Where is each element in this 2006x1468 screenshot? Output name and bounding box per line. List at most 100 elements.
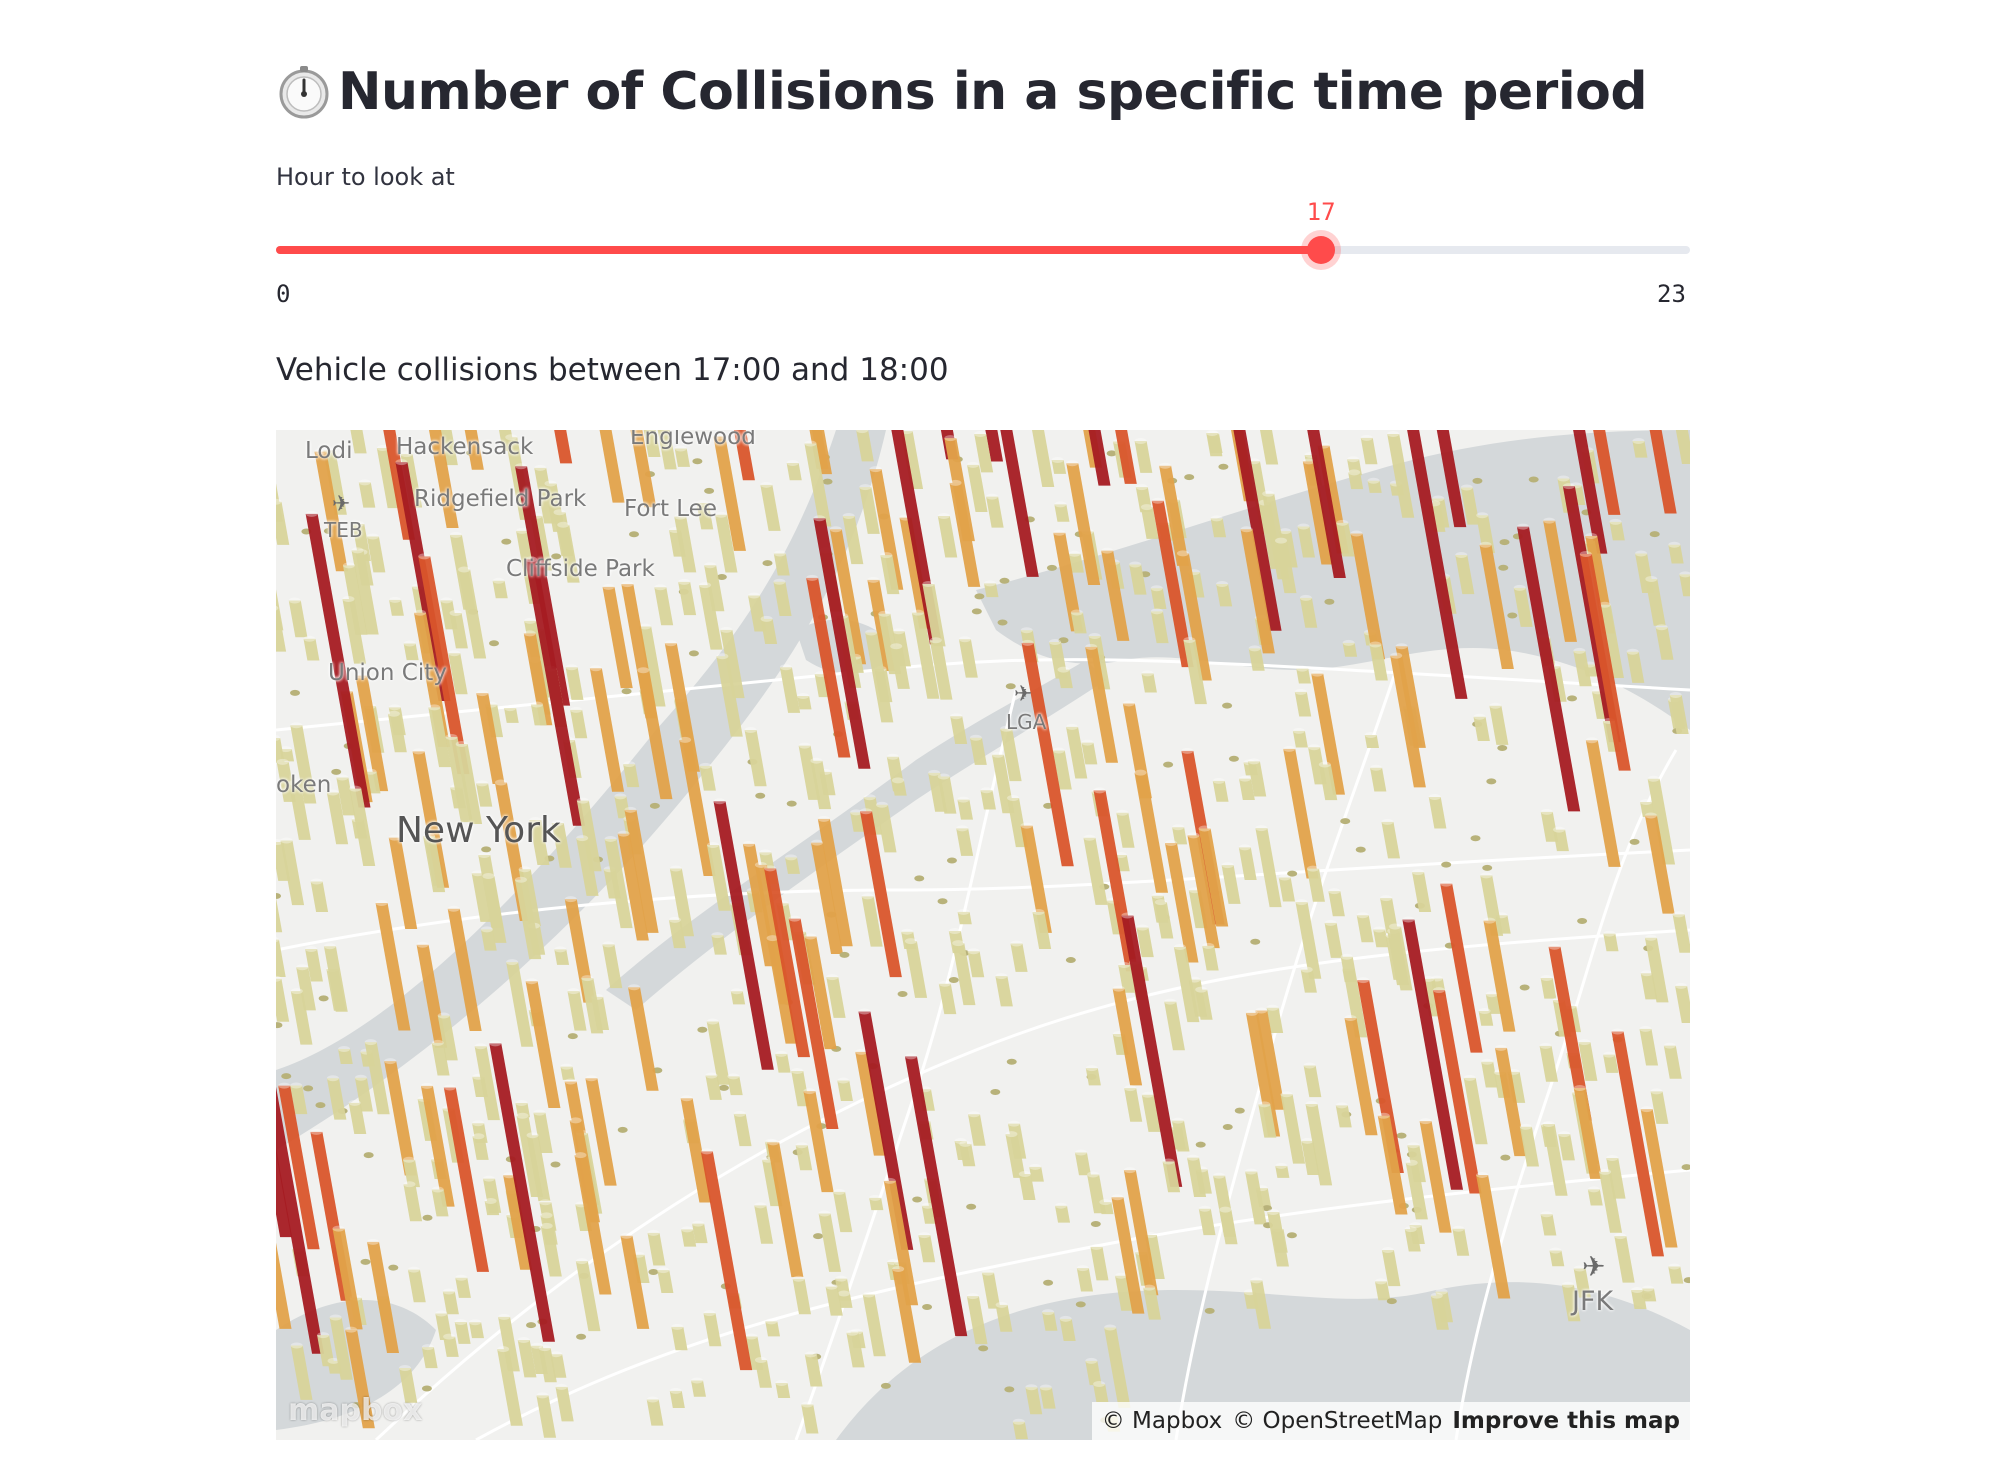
collision-column: [1463, 1074, 1488, 1145]
collision-column: [1577, 918, 1588, 925]
collision-column: [1668, 541, 1684, 564]
collision-column: [1549, 1247, 1565, 1267]
collision-column: [1198, 825, 1229, 927]
collision-column: [892, 1265, 922, 1363]
map-label-lodi: Lodi: [305, 438, 353, 464]
collision-column: [624, 806, 659, 933]
collision-column: [1074, 1149, 1092, 1176]
hour-slider-track[interactable]: [276, 246, 1690, 254]
collision-column: [355, 672, 389, 792]
collision-column: [574, 1152, 612, 1295]
collision-column: [1115, 430, 1137, 484]
collision-column: [530, 701, 547, 726]
collision-column: [482, 872, 507, 943]
collision-column: [971, 608, 982, 615]
collision-column: [554, 946, 570, 965]
collision-column: [990, 1089, 1001, 1096]
collision-column: [762, 560, 773, 567]
collision-column: [1441, 861, 1452, 868]
collision-column: [1473, 713, 1490, 741]
map-label-hackensack: Hackensack: [396, 434, 534, 460]
collision-column: [480, 926, 497, 951]
collision-column: [1482, 864, 1493, 871]
collision-column: [349, 785, 376, 867]
collision-column: [1483, 917, 1516, 1032]
collision-column: [1292, 727, 1308, 748]
collision-column: [657, 1267, 674, 1294]
collision-column: [1195, 986, 1213, 1020]
collision-column: [1655, 624, 1674, 660]
attribution-mapbox[interactable]: © Mapbox: [1101, 1408, 1223, 1434]
collision-column: [911, 609, 940, 699]
collision-column: [949, 479, 981, 587]
collision-column: [630, 430, 657, 508]
collision-column: [744, 726, 767, 787]
collision-column: [1340, 818, 1351, 825]
collision-column: [760, 615, 778, 645]
collision-column: [966, 1203, 977, 1210]
collision-column: [1129, 561, 1147, 595]
collision-column: [1669, 692, 1689, 735]
collision-column: [403, 1156, 420, 1188]
improve-map-link[interactable]: Improve this map: [1452, 1408, 1680, 1434]
collision-column: [1405, 1159, 1428, 1220]
collision-column: [833, 1188, 853, 1233]
collision-column: [1645, 575, 1666, 626]
collision-column: [1609, 518, 1625, 541]
collision-column: [1085, 643, 1119, 763]
collision-column: [1068, 550, 1084, 573]
collision-column: [648, 1269, 659, 1276]
collision-column: [449, 610, 468, 649]
collision-column: [1587, 1186, 1603, 1206]
mapbox-logo[interactable]: mapbox: [288, 1393, 423, 1428]
collision-column: [363, 1152, 374, 1159]
collision-column: [937, 898, 948, 905]
collision-column: [1542, 1121, 1568, 1196]
collision-column: [338, 1046, 353, 1064]
collision-column: [281, 1073, 292, 1080]
collision-column: [797, 692, 812, 710]
collision-column: [360, 1258, 371, 1265]
collision-map[interactable]: Lodi Hackensack Englewood Ridgefield Par…: [276, 430, 1690, 1440]
attribution-osm[interactable]: © OpenStreetMap: [1232, 1408, 1443, 1434]
collision-column: [364, 1039, 390, 1115]
collision-column: [525, 556, 586, 826]
collision-column: [1150, 608, 1169, 644]
map-label-ridgefield-park: Ridgefield Park: [414, 486, 587, 512]
collision-column: [773, 550, 790, 576]
hour-slider-thumb[interactable]: [1307, 236, 1336, 264]
collision-column: [1336, 519, 1355, 557]
collision-column: [959, 1140, 976, 1167]
page-title: Number of Collisions in a specific time …: [276, 52, 1648, 132]
collision-column: [855, 1048, 886, 1156]
collision-column: [336, 774, 356, 816]
map-label-new-york: New York: [396, 810, 561, 851]
collision-column: [314, 448, 348, 572]
collision-column: [1348, 469, 1364, 490]
collision-column: [1222, 1123, 1233, 1130]
collision-column: [981, 1269, 1001, 1309]
collision-column: [1543, 517, 1577, 642]
collision-column: [1275, 537, 1297, 594]
collision-column: [1042, 1309, 1058, 1331]
collision-column: [786, 460, 802, 481]
collision-column: [929, 637, 953, 700]
collision-column: [948, 976, 959, 983]
collision-column: [1238, 844, 1257, 880]
collision-column: [1266, 1004, 1284, 1033]
collision-column: [1219, 1206, 1238, 1245]
collision-column: [1135, 484, 1153, 513]
collision-column: [1066, 460, 1101, 586]
collision-column: [1004, 1386, 1015, 1393]
collision-column: [1629, 838, 1640, 845]
collision-column: [984, 580, 999, 598]
collision-column: [860, 808, 902, 978]
collision-column: [296, 964, 316, 1011]
collision-column: [986, 493, 1004, 528]
collision-column: [883, 1177, 919, 1306]
collision-column: [581, 975, 604, 1034]
collision-column: [1250, 1277, 1272, 1329]
collision-column: [560, 1063, 575, 1080]
collision-column: [804, 933, 837, 1050]
collision-column: [646, 1396, 664, 1426]
